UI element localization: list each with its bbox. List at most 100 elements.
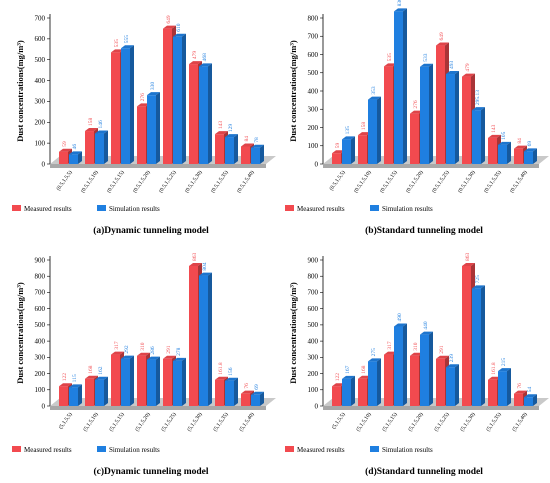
y-tick-label: 700 xyxy=(308,289,319,297)
data-label: 105 xyxy=(501,131,507,140)
simulation-bar-top xyxy=(225,377,238,381)
simulation-bar-side xyxy=(104,130,108,164)
y-tick-label: 0 xyxy=(42,402,46,410)
x-category-label: (0.5,1,5,40) xyxy=(235,169,256,194)
simulation-bar-side xyxy=(234,377,238,406)
measured-bar-top xyxy=(514,390,527,394)
data-label: 78 xyxy=(254,137,260,143)
measured-bar xyxy=(462,266,471,406)
x-category-label: (0.5,1,5,30) xyxy=(456,169,477,194)
simulation-bar xyxy=(225,380,234,406)
simulation-bar-side xyxy=(260,144,264,164)
data-label: 129 xyxy=(228,124,234,133)
y-tick-label: 200 xyxy=(308,370,319,378)
simulation-bar xyxy=(498,144,507,164)
legend-swatch-simulation xyxy=(97,205,106,211)
simulation-bar-top xyxy=(446,71,459,75)
measured-bar-top xyxy=(189,61,202,65)
chart-floor-edge xyxy=(323,406,539,410)
simulation-bar xyxy=(95,133,104,164)
data-label: 76 xyxy=(517,383,523,389)
data-label: 84 xyxy=(517,138,523,144)
measured-bar-top xyxy=(410,110,423,114)
data-label: 167 xyxy=(345,365,351,374)
measured-bar xyxy=(241,146,250,164)
legend-label: Measured results xyxy=(297,446,345,454)
simulation-bar xyxy=(121,48,130,164)
data-label: 168 xyxy=(361,365,367,374)
measured-bar-top xyxy=(410,352,423,356)
data-label: 535 xyxy=(114,39,120,48)
data-label: 468 xyxy=(202,53,208,62)
y-tick-label: 300 xyxy=(308,354,319,362)
simulation-bar-top xyxy=(420,63,433,67)
data-label: 649 xyxy=(166,15,172,24)
y-tick-label: 0 xyxy=(315,402,319,410)
x-category-label: (0.5,1,5,20) xyxy=(131,169,152,194)
x-category-label: (5,1,5,25) xyxy=(160,411,178,433)
simulation-bar-side xyxy=(78,151,82,164)
y-tick-label: 200 xyxy=(35,119,46,127)
simulation-bar xyxy=(342,378,351,406)
y-tick-label: 400 xyxy=(308,337,319,345)
legend-label: Simulation results xyxy=(109,446,160,454)
measured-bar-top xyxy=(332,383,345,387)
measured-bar xyxy=(436,358,445,406)
data-label: 479 xyxy=(465,63,471,72)
legend-swatch-simulation xyxy=(370,205,379,211)
measured-bar-top xyxy=(488,376,501,380)
measured-bar-top xyxy=(111,351,124,355)
data-label: 317 xyxy=(387,341,393,350)
legend-swatch-measured xyxy=(12,446,21,452)
x-category-label: (0.5,1,5,40) xyxy=(508,169,529,194)
simulation-bar-side xyxy=(208,272,212,406)
data-label: 143 xyxy=(491,124,497,133)
data-label: 310 xyxy=(413,342,419,351)
simulation-bar-side xyxy=(533,394,537,406)
measured-bar-top xyxy=(163,355,176,359)
measured-bar xyxy=(436,45,445,165)
simulation-bar xyxy=(251,147,260,164)
x-category-label: (5,1,5,5) xyxy=(57,411,74,431)
x-category-label: (5,1,5,15) xyxy=(108,411,126,433)
data-label: 286 xyxy=(150,346,156,355)
simulation-bar xyxy=(199,275,208,406)
measured-bar xyxy=(384,354,393,406)
x-category-label: (0.5,1,5,15) xyxy=(378,169,399,194)
y-tick-label: 200 xyxy=(35,370,46,378)
measured-bar xyxy=(59,386,68,406)
measured-bar-top xyxy=(85,375,98,379)
x-category-label: (5,1,5,40) xyxy=(511,411,529,433)
measured-bar-top xyxy=(332,150,345,154)
data-label: 725 xyxy=(475,275,481,284)
legend-label: Measured results xyxy=(297,205,345,213)
simulation-bar-top xyxy=(147,92,160,96)
y-tick-label: 900 xyxy=(308,256,319,264)
measured-bar-top xyxy=(514,145,527,149)
measured-bar-top xyxy=(488,134,501,138)
simulation-bar-side xyxy=(455,71,459,164)
measured-bar-top xyxy=(384,351,397,355)
chart-floor-edge xyxy=(50,164,266,168)
simulation-bar-side xyxy=(351,136,355,164)
y-tick-label: 100 xyxy=(308,142,319,150)
x-category-label: (0.5,1,5,10) xyxy=(352,169,373,194)
panel-caption: (d)Standard tunneling model xyxy=(365,466,483,477)
y-tick-label: 600 xyxy=(35,35,46,43)
legend-swatch-measured xyxy=(285,205,294,211)
y-tick-label: 100 xyxy=(308,386,319,394)
y-tick-label: 400 xyxy=(35,77,46,85)
data-label: 69 xyxy=(254,384,260,390)
simulation-bar xyxy=(420,66,429,164)
y-tick-label: 100 xyxy=(35,139,46,147)
x-category-label: (5,1,5,10) xyxy=(355,411,373,433)
data-label: 54 xyxy=(527,386,533,392)
simulation-bar xyxy=(69,154,78,164)
data-label: 863 xyxy=(465,253,471,262)
simulation-bar-side xyxy=(208,63,212,164)
measured-bar-top xyxy=(137,103,150,107)
simulation-bar xyxy=(251,394,260,406)
data-label: 291 xyxy=(439,345,445,354)
measured-bar xyxy=(85,131,94,164)
measured-bar-top xyxy=(59,148,72,152)
